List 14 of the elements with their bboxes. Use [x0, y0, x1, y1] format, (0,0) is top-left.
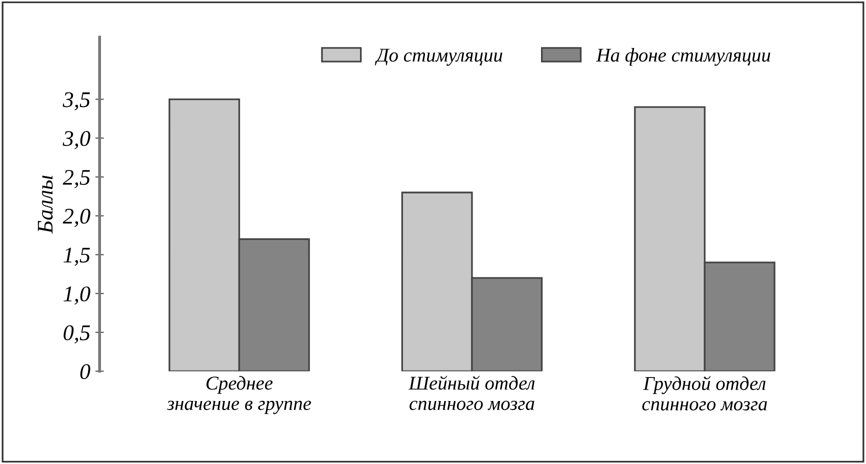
x-tick-label: Грудной отдел спинного мозга	[642, 376, 767, 411]
y-axis-title: Баллы	[38, 176, 53, 234]
y-tick-label: 1,5	[64, 248, 90, 266]
y-tick-label: 3,5	[62, 92, 90, 110]
x-tick-label: Шейный отдел спинного мозга	[408, 376, 535, 410]
x-tick-label: Среднее значение в группе	[166, 376, 312, 414]
y-tick-label: 0,5	[64, 325, 90, 344]
legend-label: На фоне стимуляции	[596, 48, 770, 66]
y-tick-label: 2,5	[62, 170, 90, 188]
y-tick-label: 3,0	[62, 131, 90, 150]
y-tick-label: 1,0	[64, 286, 90, 305]
y-tick-label: 2,0	[62, 208, 90, 227]
legend-label: До стимуляции	[374, 48, 502, 66]
y-tick-label: 0	[80, 364, 90, 380]
